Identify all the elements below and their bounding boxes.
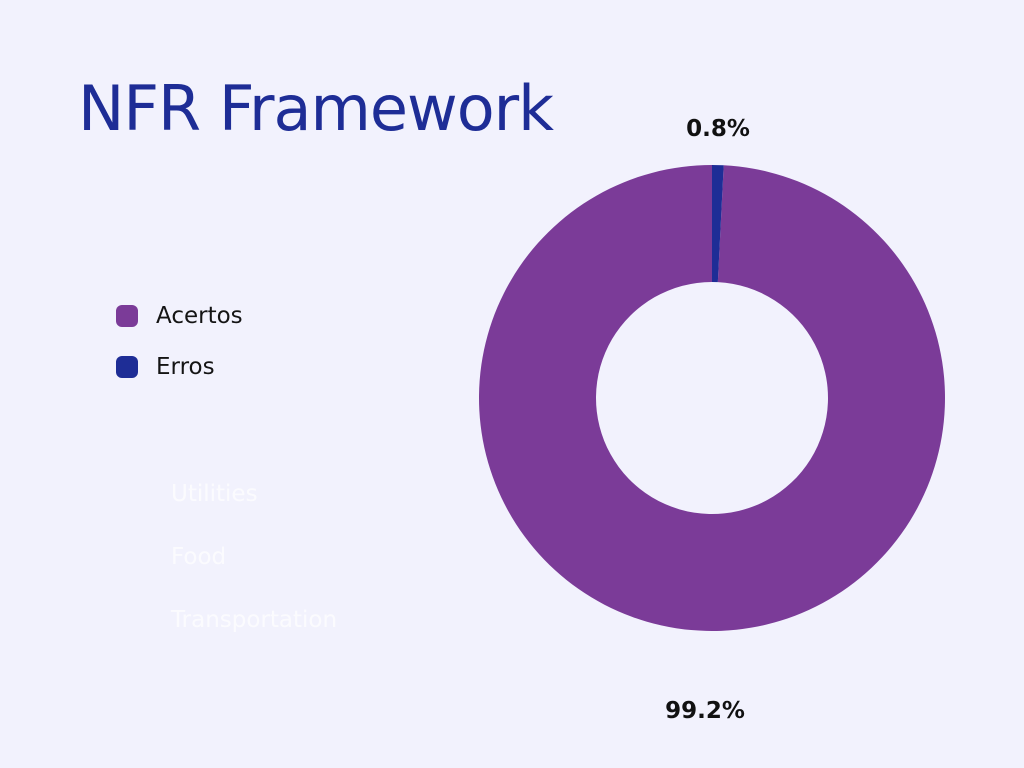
- faded-label-utilities: Utilities: [171, 481, 258, 507]
- legend-label-acertos: Acertos: [156, 303, 243, 329]
- legend-swatch-erros: [116, 356, 138, 378]
- legend-swatch-acertos: [116, 305, 138, 327]
- donut-slices: [478, 165, 945, 632]
- data-label-erros: 0.8%: [686, 116, 750, 142]
- faded-category-list: Utilities Food Transportation: [171, 480, 337, 669]
- legend: Acertos Erros: [116, 302, 243, 404]
- faded-label-food: Food: [171, 544, 227, 570]
- data-label-acertos: 99.2%: [665, 698, 745, 724]
- legend-item-acertos: Acertos: [116, 302, 243, 330]
- chart-title: NFR Framework: [78, 72, 554, 145]
- legend-label-erros: Erros: [156, 354, 215, 380]
- faded-label-transportation: Transportation: [171, 607, 338, 633]
- donut-data-labels: 99.2% 0.8%: [665, 116, 750, 724]
- legend-item-erros: Erros: [116, 353, 243, 381]
- donut-slice-erros: [712, 165, 724, 283]
- donut-slice-acertos: [478, 165, 945, 632]
